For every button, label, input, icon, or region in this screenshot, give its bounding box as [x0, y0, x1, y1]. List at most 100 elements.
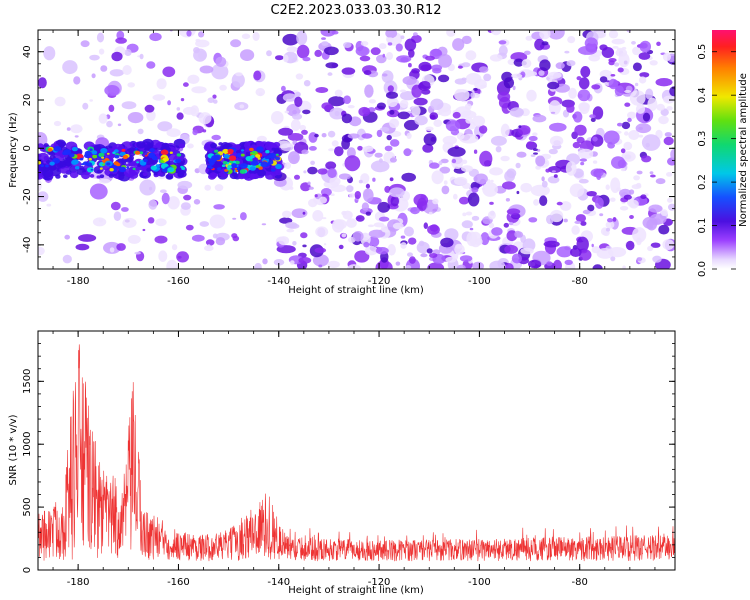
heatmap-cell: [532, 132, 538, 136]
heatmap-cell: [528, 259, 541, 269]
heatmap-cell: [378, 216, 390, 222]
heatmap-cell: [384, 145, 393, 152]
heatmap-cell: [108, 104, 115, 112]
heatmap-cell: [608, 30, 619, 39]
signal-band-peak: [214, 149, 219, 153]
signal-band-peak: [71, 146, 78, 152]
heatmap-cell: [376, 102, 386, 110]
heatmap-cell: [109, 247, 115, 253]
heatmap-cell: [530, 154, 536, 158]
signal-band-cell: [146, 167, 152, 172]
heatmap-cell: [469, 227, 474, 231]
heatmap-cell: [400, 235, 406, 239]
heatmap-cell: [639, 40, 651, 53]
heatmap-cell: [385, 30, 398, 39]
heatmap-cell: [446, 30, 456, 37]
heatmap-cell: [359, 55, 371, 62]
heatmap-cell: [465, 117, 473, 124]
heatmap-cell: [579, 249, 592, 261]
heatmap-cell: [407, 252, 413, 257]
signal-band-peak: [212, 151, 215, 153]
signal-band-cell: [81, 172, 91, 180]
heatmap-cell: [575, 214, 587, 223]
heatmap-cell: [325, 161, 337, 170]
heatmap-cell: [520, 247, 534, 255]
signal-band-peak: [52, 157, 60, 164]
heatmap-cell: [656, 41, 661, 46]
heatmap-cell: [596, 172, 602, 180]
heatmap-cell: [115, 37, 127, 44]
heatmap-cell: [400, 242, 407, 249]
heatmap-cell: [363, 188, 374, 203]
heatmap-cell: [516, 151, 527, 158]
x-tick-label: -120: [368, 577, 391, 588]
heatmap-cell: [504, 170, 515, 182]
heatmap-cell: [286, 228, 295, 233]
signal-band-peak: [256, 146, 264, 152]
heatmap-cell: [284, 110, 290, 114]
colorbar: 0.0 0.1 0.2 0.3 0.4 0.5 Normalized spectral a…: [697, 30, 749, 277]
heatmap-cell: [167, 100, 172, 106]
heatmap-cell: [281, 85, 286, 92]
snr-x-ticks: -180 -160 -140 -120 -100 -80: [52, 331, 656, 588]
heatmap-cell: [511, 73, 523, 79]
heatmap-cell: [418, 240, 425, 247]
signal-band-peak: [38, 161, 42, 165]
signal-band-cell: [69, 171, 79, 179]
heatmap-cell: [80, 40, 90, 48]
heatmap-cell: [564, 259, 573, 265]
heatmap-cell: [574, 220, 582, 224]
heatmap-cell: [551, 170, 556, 173]
signal-band-cell: [136, 141, 146, 149]
heatmap-cell: [386, 134, 392, 141]
heatmap-cell: [314, 133, 319, 138]
heatmap-cell: [330, 193, 335, 196]
heatmap-cell: [546, 261, 553, 266]
heatmap-cell: [556, 246, 573, 258]
y-tick-label: 500: [22, 498, 33, 517]
heatmap-cell: [547, 81, 560, 90]
heatmap-cell: [70, 124, 83, 134]
heatmap-cell: [420, 253, 428, 258]
heatmap-cell: [389, 118, 400, 129]
heatmap-cell: [539, 30, 551, 40]
heatmap-cell: [139, 53, 144, 60]
signal-band-peak: [144, 154, 148, 157]
heatmap-cell: [617, 67, 624, 73]
heatmap-cell: [612, 217, 617, 222]
heatmap-cell: [211, 63, 229, 80]
heatmap-cell: [161, 192, 170, 205]
heatmap-cell: [122, 65, 132, 75]
heatmap-cell: [38, 246, 45, 256]
signal-band-peak: [229, 160, 234, 164]
heatmap-cell: [289, 186, 294, 190]
heatmap-cell: [219, 84, 227, 91]
heatmap-cell: [441, 185, 450, 195]
heatmap-cell: [329, 177, 341, 186]
heatmap-cell: [370, 47, 381, 56]
heatmap-cell: [548, 148, 558, 155]
heatmap-cell: [638, 52, 651, 60]
signal-band-cell: [245, 151, 252, 157]
heatmap-cell: [472, 261, 484, 269]
heatmap-cell: [198, 112, 212, 125]
signal-band-peak: [250, 155, 255, 159]
heatmap-cell: [389, 187, 405, 198]
heatmap-cell: [592, 264, 603, 269]
signal-band-peak: [217, 167, 222, 171]
heatmap-cell: [419, 81, 431, 89]
signal-band-peak: [227, 148, 234, 154]
heatmap-cell: [461, 165, 473, 173]
heatmap-cell: [354, 191, 361, 199]
heatmap-cell: [176, 112, 184, 120]
heatmap-cell: [384, 185, 391, 193]
heatmap-cell: [646, 218, 657, 231]
heatmap-cell: [636, 170, 643, 175]
heatmap-cell: [526, 89, 537, 102]
heatmap-cell: [426, 248, 433, 254]
heatmap-cell: [503, 77, 515, 89]
signal-band-cell: [144, 144, 151, 150]
heatmap-cell: [122, 217, 137, 228]
heatmap-y-label: Frequency (Hz): [8, 112, 19, 188]
heatmap-cell: [634, 82, 639, 87]
